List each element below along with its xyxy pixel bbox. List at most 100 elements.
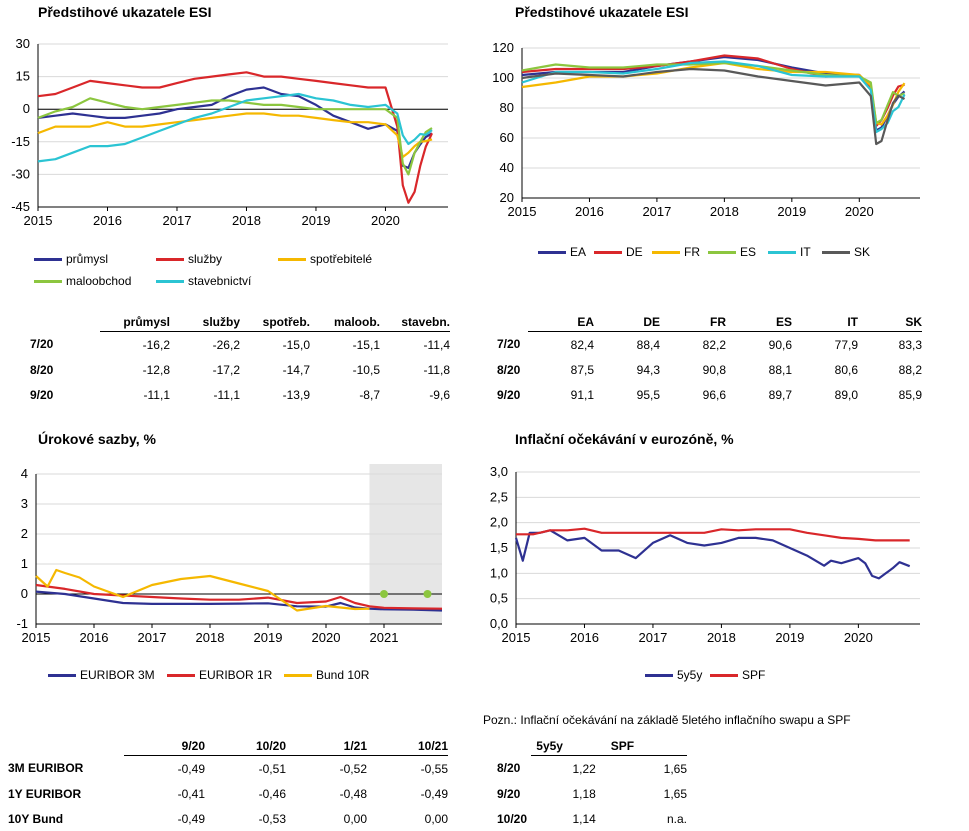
table-row: 3M EURIBOR -0,49 -0,51 -0,52 -0,55 xyxy=(8,756,448,782)
series-line xyxy=(35,568,370,612)
x-tick-label: 2016 xyxy=(575,204,604,219)
table-cell: 94,3 xyxy=(636,362,660,377)
legend-label: EURIBOR 3M xyxy=(80,668,155,682)
x-tick-label: 2018 xyxy=(710,204,739,219)
y-tick-label: 1,5 xyxy=(490,540,508,555)
x-tick-label: 2020 xyxy=(371,213,400,228)
legend-item: SK xyxy=(822,245,870,259)
forecast-marker xyxy=(380,590,388,598)
table-cell: 89,0 xyxy=(834,387,858,402)
table-header-cell: 10/21 xyxy=(367,737,448,756)
legend-item: FR xyxy=(652,245,700,259)
table-row: 7/20 82,4 88,4 82,2 90,6 77,9 83,3 xyxy=(497,332,922,358)
table-row: 10/20 1,14 n.a. xyxy=(497,806,687,831)
legend-swatch xyxy=(284,673,312,677)
series-line xyxy=(514,529,911,580)
x-tick-label: 2015 xyxy=(22,630,51,645)
table-cell: -13,9 xyxy=(282,387,310,402)
table-cell: 77,9 xyxy=(834,337,858,352)
x-tick-label: 2019 xyxy=(775,630,804,645)
x-tick-label: 2020 xyxy=(844,630,873,645)
table-cell: 88,1 xyxy=(768,362,792,377)
x-tick-label: 2017 xyxy=(642,204,671,219)
legend-label: ES xyxy=(740,245,757,259)
legend-item: ES xyxy=(708,245,756,259)
x-tick-label: 2016 xyxy=(570,630,599,645)
legend-label: Bund 10R xyxy=(316,668,370,682)
esi-sector-table: průmysl služby spotřeb. maloob. stavebn.… xyxy=(30,313,450,407)
table-cell: -0,49 xyxy=(177,811,205,826)
table-header-row: 9/20 10/20 1/21 10/21 xyxy=(8,737,448,756)
row-label: 9/20 xyxy=(497,786,521,801)
series-line xyxy=(37,97,433,176)
table-cell: 82,4 xyxy=(570,337,594,352)
row-label: 1Y EURIBOR xyxy=(8,786,82,801)
legend-swatch xyxy=(652,250,680,254)
x-tick-label: 2017 xyxy=(163,213,192,228)
y-tick-label: 0,5 xyxy=(490,591,508,606)
series-line xyxy=(516,527,910,542)
series-line xyxy=(35,590,443,612)
table-row: 9/20 1,18 1,65 xyxy=(497,781,687,806)
table-cell: 1,65 xyxy=(663,786,687,801)
table-cell: -14,7 xyxy=(282,362,310,377)
table-cell: -11,4 xyxy=(423,337,450,352)
table-header-cell: 9/20 xyxy=(124,737,205,756)
table-cell: -0,46 xyxy=(258,786,286,801)
x-tick-label: 2018 xyxy=(232,213,261,228)
table-cell: -10,5 xyxy=(352,362,380,377)
table-header-cell: služby xyxy=(170,313,240,332)
legend-item: průmysl xyxy=(34,252,108,266)
rates-table: 9/20 10/20 1/21 10/21 3M EURIBOR -0,49 -… xyxy=(8,737,448,831)
table-cell: 83,3 xyxy=(898,337,922,352)
table-cell: 96,6 xyxy=(702,387,726,402)
y-tick-label: -30 xyxy=(11,166,30,181)
table-cell: 1,14 xyxy=(572,811,596,826)
y-tick-label: 2,0 xyxy=(490,515,508,530)
table-cell: 88,2 xyxy=(898,362,922,377)
legend-swatch xyxy=(156,279,184,283)
table-cell: -12,8 xyxy=(142,362,170,377)
table-header-cell xyxy=(30,313,100,332)
table-cell: -0,48 xyxy=(339,786,367,801)
series-line xyxy=(37,112,433,159)
legend-label: FR xyxy=(684,245,700,259)
x-tick-label: 2015 xyxy=(24,213,53,228)
table-cell: 95,5 xyxy=(636,387,660,402)
table-cell: 1,22 xyxy=(572,761,596,776)
legend-label: IT xyxy=(800,245,811,259)
table-cell: -0,55 xyxy=(420,761,448,776)
legend-label: služby xyxy=(188,252,223,266)
row-label: 7/20 xyxy=(30,337,54,352)
legend-swatch xyxy=(34,279,62,283)
table-cell: 82,2 xyxy=(702,337,726,352)
legend-swatch xyxy=(48,673,76,677)
table-cell: 0,00 xyxy=(343,811,367,826)
table-cell: -16,2 xyxy=(142,337,170,352)
chart-title: Úrokové sazby, % xyxy=(38,431,157,447)
legend-swatch xyxy=(278,257,306,261)
y-tick-label: 120 xyxy=(492,40,514,55)
legend-label: 5y5y xyxy=(677,668,703,682)
table-header-cell: ES xyxy=(726,313,792,332)
table-cell: 1,18 xyxy=(572,786,596,801)
table-header-cell: SPF xyxy=(595,737,687,756)
table-cell: 1,65 xyxy=(663,761,687,776)
x-tick-label: 2016 xyxy=(93,213,122,228)
y-tick-label: 0 xyxy=(23,101,30,116)
inflation-table: 5y5y SPF 8/20 1,22 1,65 9/20 1,18 1,65 1… xyxy=(497,737,687,831)
legend-label: průmysl xyxy=(66,252,109,266)
y-tick-label: 15 xyxy=(16,69,30,84)
forecast-region xyxy=(369,464,442,624)
legend-swatch xyxy=(822,250,850,254)
table-cell: 90,8 xyxy=(702,362,726,377)
legend-label: maloobchod xyxy=(66,274,132,288)
table-row: 8/20 -12,8 -17,2 -14,7 -10,5 -11,8 xyxy=(30,357,450,382)
x-tick-label: 2021 xyxy=(370,630,399,645)
legend-item: spotřebitelé xyxy=(278,252,372,266)
table-cell: -0,52 xyxy=(339,761,367,776)
series-line xyxy=(35,583,443,610)
legend-label: spotřebitelé xyxy=(310,252,373,266)
